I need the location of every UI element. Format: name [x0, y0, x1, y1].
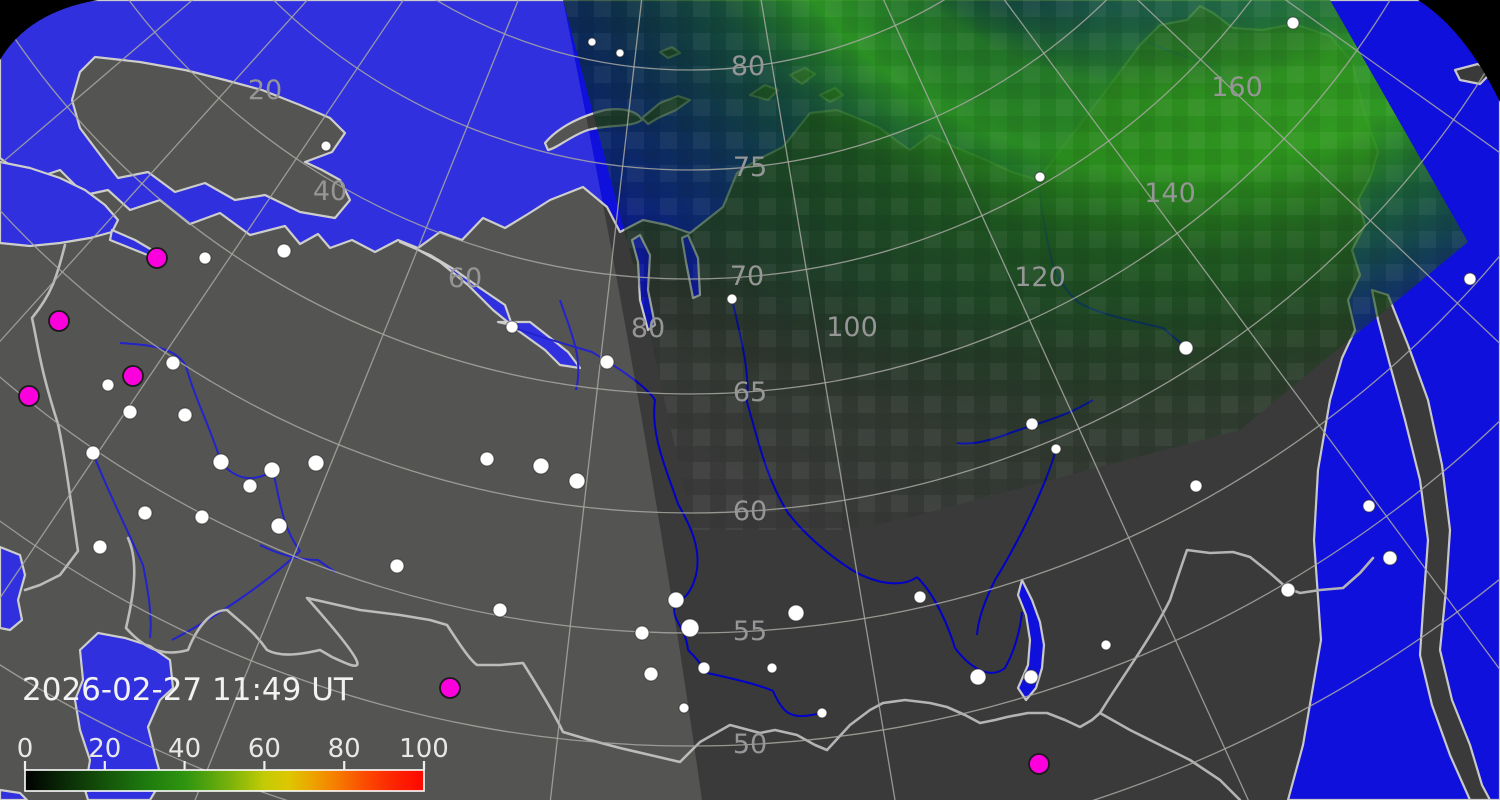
colorbar-gradient-bar	[24, 769, 425, 792]
city-marker	[492, 602, 508, 618]
day-night-terminator	[0, 0, 702, 800]
highlighted-city-marker	[439, 677, 461, 699]
highlighted-city-markers	[18, 247, 1050, 775]
graticule-labels: 80 75 70 65 60 55 50 20 40 60 80 100 120 140 160	[248, 51, 1263, 760]
graticule-label: 160	[1211, 72, 1263, 103]
graticule-label: 50	[733, 729, 767, 760]
city-marker	[1178, 340, 1194, 356]
projection-edge	[0, 0, 1500, 102]
highlighted-city-marker	[48, 310, 70, 332]
city-markers	[85, 16, 1477, 719]
city-marker	[599, 354, 615, 370]
graticule-label: 70	[730, 261, 764, 292]
city-marker	[85, 445, 101, 461]
city-marker	[1463, 272, 1477, 286]
city-marker	[212, 453, 230, 471]
highlighted-city-marker	[122, 365, 144, 387]
city-marker	[587, 37, 597, 47]
city-marker	[505, 320, 519, 334]
colorbar-tick-label: 0	[17, 734, 34, 764]
city-marker	[667, 591, 685, 609]
city-marker	[1025, 417, 1039, 431]
graticule-label: 55	[733, 616, 767, 647]
city-marker	[678, 702, 690, 714]
graticule-label: 65	[733, 377, 767, 408]
graticule-label: 140	[1144, 178, 1196, 209]
graticule-label: 100	[826, 312, 878, 343]
timestamp-label: 2026-02-27 11:49 UT	[22, 672, 354, 708]
city-marker	[194, 509, 210, 525]
city-marker	[568, 472, 586, 490]
city-marker	[1280, 582, 1296, 598]
city-marker	[697, 661, 711, 675]
scandinavia-landmass	[70, 55, 352, 220]
city-marker	[270, 517, 288, 535]
city-marker	[479, 451, 495, 467]
border-layer	[23, 243, 1375, 800]
city-marker	[1034, 171, 1046, 183]
graticule-label: 20	[248, 75, 282, 106]
city-marker	[1023, 669, 1039, 685]
kamchatka-peninsula	[1370, 288, 1492, 800]
graticule-label: 60	[733, 496, 767, 527]
city-marker	[198, 251, 212, 265]
city-marker	[320, 140, 332, 152]
city-marker	[242, 478, 258, 494]
city-marker	[101, 378, 115, 392]
city-marker	[137, 505, 153, 521]
sea-of-azov	[0, 788, 29, 800]
city-marker	[263, 461, 281, 479]
city-marker	[816, 707, 828, 719]
city-marker	[532, 457, 550, 475]
highlighted-city-marker	[1028, 753, 1050, 775]
city-marker	[634, 625, 650, 641]
city-marker	[680, 618, 700, 638]
city-marker	[969, 668, 987, 686]
city-marker	[1050, 443, 1062, 455]
city-marker	[1286, 16, 1300, 30]
graticule-label: 40	[313, 176, 347, 207]
city-marker	[307, 454, 325, 472]
city-marker	[787, 604, 805, 622]
graticule-label: 60	[448, 263, 482, 294]
graticule-label: 120	[1014, 262, 1066, 293]
city-marker	[766, 662, 778, 674]
city-marker	[276, 243, 292, 259]
highlighted-city-marker	[18, 385, 40, 407]
city-marker	[1100, 639, 1112, 651]
city-marker	[615, 48, 625, 58]
probability-colorbar: 0 20 40 60 80 100	[17, 734, 449, 792]
highlighted-city-marker	[146, 247, 168, 269]
lake-baikal	[1016, 578, 1046, 702]
graticule-label: 80	[731, 51, 765, 82]
colorbar-tick-label: 40	[168, 734, 201, 764]
city-marker	[1362, 499, 1376, 513]
city-marker	[92, 539, 108, 555]
colorbar-tick-label: 20	[88, 734, 121, 764]
city-marker	[726, 293, 738, 305]
white-sea	[398, 240, 582, 370]
city-marker	[122, 404, 138, 420]
baltic-sea	[0, 160, 120, 248]
city-marker	[389, 558, 405, 574]
city-marker	[1382, 550, 1398, 566]
city-marker	[1189, 479, 1203, 493]
colorbar-tick-label: 60	[248, 734, 281, 764]
city-marker	[643, 666, 659, 682]
colorbar-tick-label: 100	[399, 734, 449, 764]
city-marker	[913, 590, 927, 604]
black-sea	[0, 545, 27, 632]
city-marker	[177, 407, 193, 423]
city-marker	[165, 355, 181, 371]
graticule-label: 80	[631, 313, 665, 344]
graticule-label: 75	[733, 152, 767, 183]
colorbar-tick-label: 80	[328, 734, 361, 764]
